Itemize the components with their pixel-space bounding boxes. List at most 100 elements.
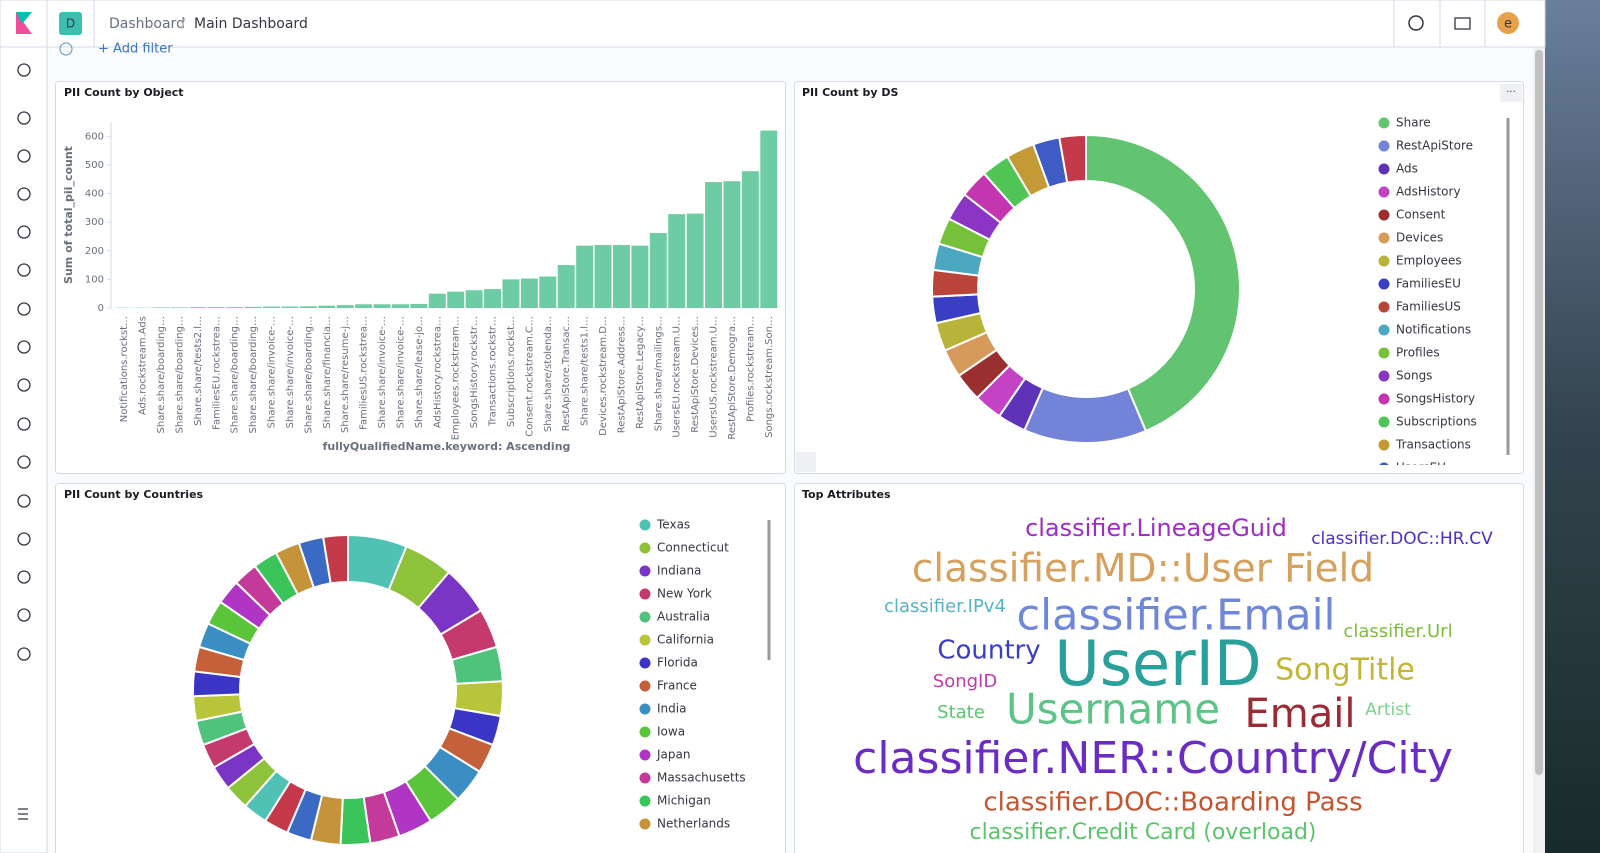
word[interactable]: classifier.NER::Country/City [853, 733, 1453, 784]
nav-icon[interactable] [17, 187, 31, 201]
legend-label[interactable]: Devices [1396, 231, 1443, 245]
legend-swatch [1378, 140, 1390, 152]
legend-label[interactable]: Employees [1396, 254, 1462, 268]
word[interactable]: SongID [933, 671, 997, 692]
legend-label[interactable]: India [657, 702, 686, 716]
x-tick-label: Share.share/tests2.l… [193, 316, 204, 426]
x-tick-label: RestApiStore.Demogra… [727, 316, 738, 440]
legend-label[interactable]: Notifications [1396, 323, 1471, 337]
word[interactable]: classifier.Credit Card (overload) [970, 820, 1317, 845]
nav-icon[interactable] [17, 608, 31, 622]
bar [612, 245, 630, 308]
legend-swatch [639, 772, 651, 784]
word[interactable]: Username [1006, 685, 1220, 734]
word[interactable]: classifier.Email [1017, 591, 1336, 641]
x-tick-label: Employees.rockstream… [451, 316, 462, 440]
legend-label[interactable]: Netherlands [657, 817, 730, 831]
legend-swatch [1378, 278, 1390, 290]
bar [686, 213, 704, 308]
word[interactable]: classifier.DOC::HR.CV [1311, 529, 1493, 549]
mail-icon[interactable] [1454, 17, 1471, 30]
legend-label[interactable]: UsersEU [1396, 461, 1446, 475]
word[interactable]: classifier.LineageGuid [1025, 514, 1287, 542]
filter-icon[interactable] [59, 42, 73, 56]
nav-icon[interactable] [17, 225, 31, 239]
word[interactable]: classifier.MD::User Field [912, 547, 1374, 592]
panel-options[interactable] [1500, 84, 1522, 102]
legend-swatch [639, 519, 651, 531]
nav-icon[interactable] [17, 570, 31, 584]
legend: Share RestApiStore Ads AdsHistory Consent Dev… [1378, 116, 1477, 475]
nav-icon[interactable] [17, 263, 31, 277]
legend-toggle[interactable] [796, 452, 816, 472]
legend-label[interactable]: Australia [657, 610, 710, 624]
legend-label[interactable]: RestApiStore [1396, 139, 1473, 153]
legend-label[interactable]: Indiana [657, 564, 701, 578]
word[interactable]: classifier.IPv4 [884, 596, 1006, 617]
nav-icon[interactable] [17, 532, 31, 546]
legend-label[interactable]: Subscriptions [1396, 415, 1477, 429]
x-tick-label: FamiliesEU.rockstrea… [211, 316, 222, 430]
legend-label[interactable]: Share [1396, 116, 1431, 130]
legend-swatch [639, 818, 651, 830]
nav-icon[interactable] [17, 111, 31, 125]
legend-label[interactable]: Massachusetts [657, 771, 746, 785]
legend-label[interactable]: AdsHistory [1396, 185, 1461, 199]
nav-icon[interactable] [17, 455, 31, 469]
nav-icon[interactable] [17, 302, 31, 316]
word[interactable]: Artist [1365, 700, 1411, 720]
word[interactable]: classifier.Url [1343, 621, 1452, 642]
legend-label[interactable]: FamiliesEU [1396, 277, 1461, 291]
bar [760, 130, 778, 308]
add-filter[interactable]: + Add filter [98, 42, 173, 57]
nav-icon[interactable] [17, 417, 31, 431]
x-tick-label: Share.share/invoice-… [267, 316, 278, 428]
legend-label[interactable]: Consent [1396, 208, 1446, 222]
space-badge[interactable] [59, 12, 82, 35]
legend-label[interactable]: New York [657, 587, 712, 601]
nav-icon[interactable] [17, 63, 31, 77]
x-tick-label: AdsHistory.rockstrea… [432, 316, 443, 428]
word[interactable]: UserID [1054, 627, 1261, 700]
legend-label[interactable]: France [657, 679, 697, 693]
help-icon[interactable] [1408, 15, 1424, 31]
legend-label[interactable]: California [657, 633, 714, 647]
legend-label[interactable]: Florida [657, 656, 698, 670]
y-tick-label: 100 [85, 274, 104, 285]
nav-icon[interactable] [17, 647, 31, 661]
legend-label[interactable]: Ads [1396, 162, 1418, 176]
word[interactable]: classifier.DOC::Boarding Pass [983, 788, 1362, 818]
user-avatar-text: e [1504, 17, 1512, 32]
x-tick-label: Notifications.rockst… [119, 316, 130, 422]
word[interactable]: SongTitle [1275, 653, 1415, 688]
legend-label[interactable]: Profiles [1396, 346, 1440, 360]
breadcrumb[interactable]: Dashboard [109, 16, 185, 32]
bar [170, 307, 188, 308]
nav-icon[interactable] [17, 378, 31, 392]
panel-title: PII Count by Object [64, 86, 184, 99]
legend-label[interactable]: Michigan [657, 794, 711, 808]
legend-label[interactable]: FamiliesUS [1396, 300, 1461, 314]
legend-label[interactable]: Texas [656, 518, 690, 532]
scrollbar-thumb[interactable] [1535, 50, 1543, 775]
word[interactable]: Email [1245, 691, 1356, 737]
legend-label[interactable]: Japan [656, 748, 690, 762]
legend-swatch [639, 795, 651, 807]
legend-label[interactable]: Transactions [1395, 438, 1471, 452]
word[interactable]: Country [937, 636, 1040, 666]
legend-label[interactable]: Connecticut [657, 541, 729, 555]
nav-icon[interactable] [17, 149, 31, 163]
word[interactable]: State [937, 702, 985, 723]
legend-label[interactable]: SongsHistory [1396, 392, 1475, 406]
bar [668, 214, 686, 308]
nav-icon[interactable] [17, 340, 31, 354]
legend-label[interactable]: Songs [1396, 369, 1432, 383]
legend-label[interactable]: Iowa [657, 725, 685, 739]
user-avatar[interactable] [1497, 12, 1519, 34]
nav-icon[interactable] [17, 494, 31, 508]
x-tick-label: Profiles.rockstream… [745, 316, 756, 422]
legend-swatch [639, 657, 651, 669]
x-tick-label: Share.share/financia… [322, 316, 333, 429]
